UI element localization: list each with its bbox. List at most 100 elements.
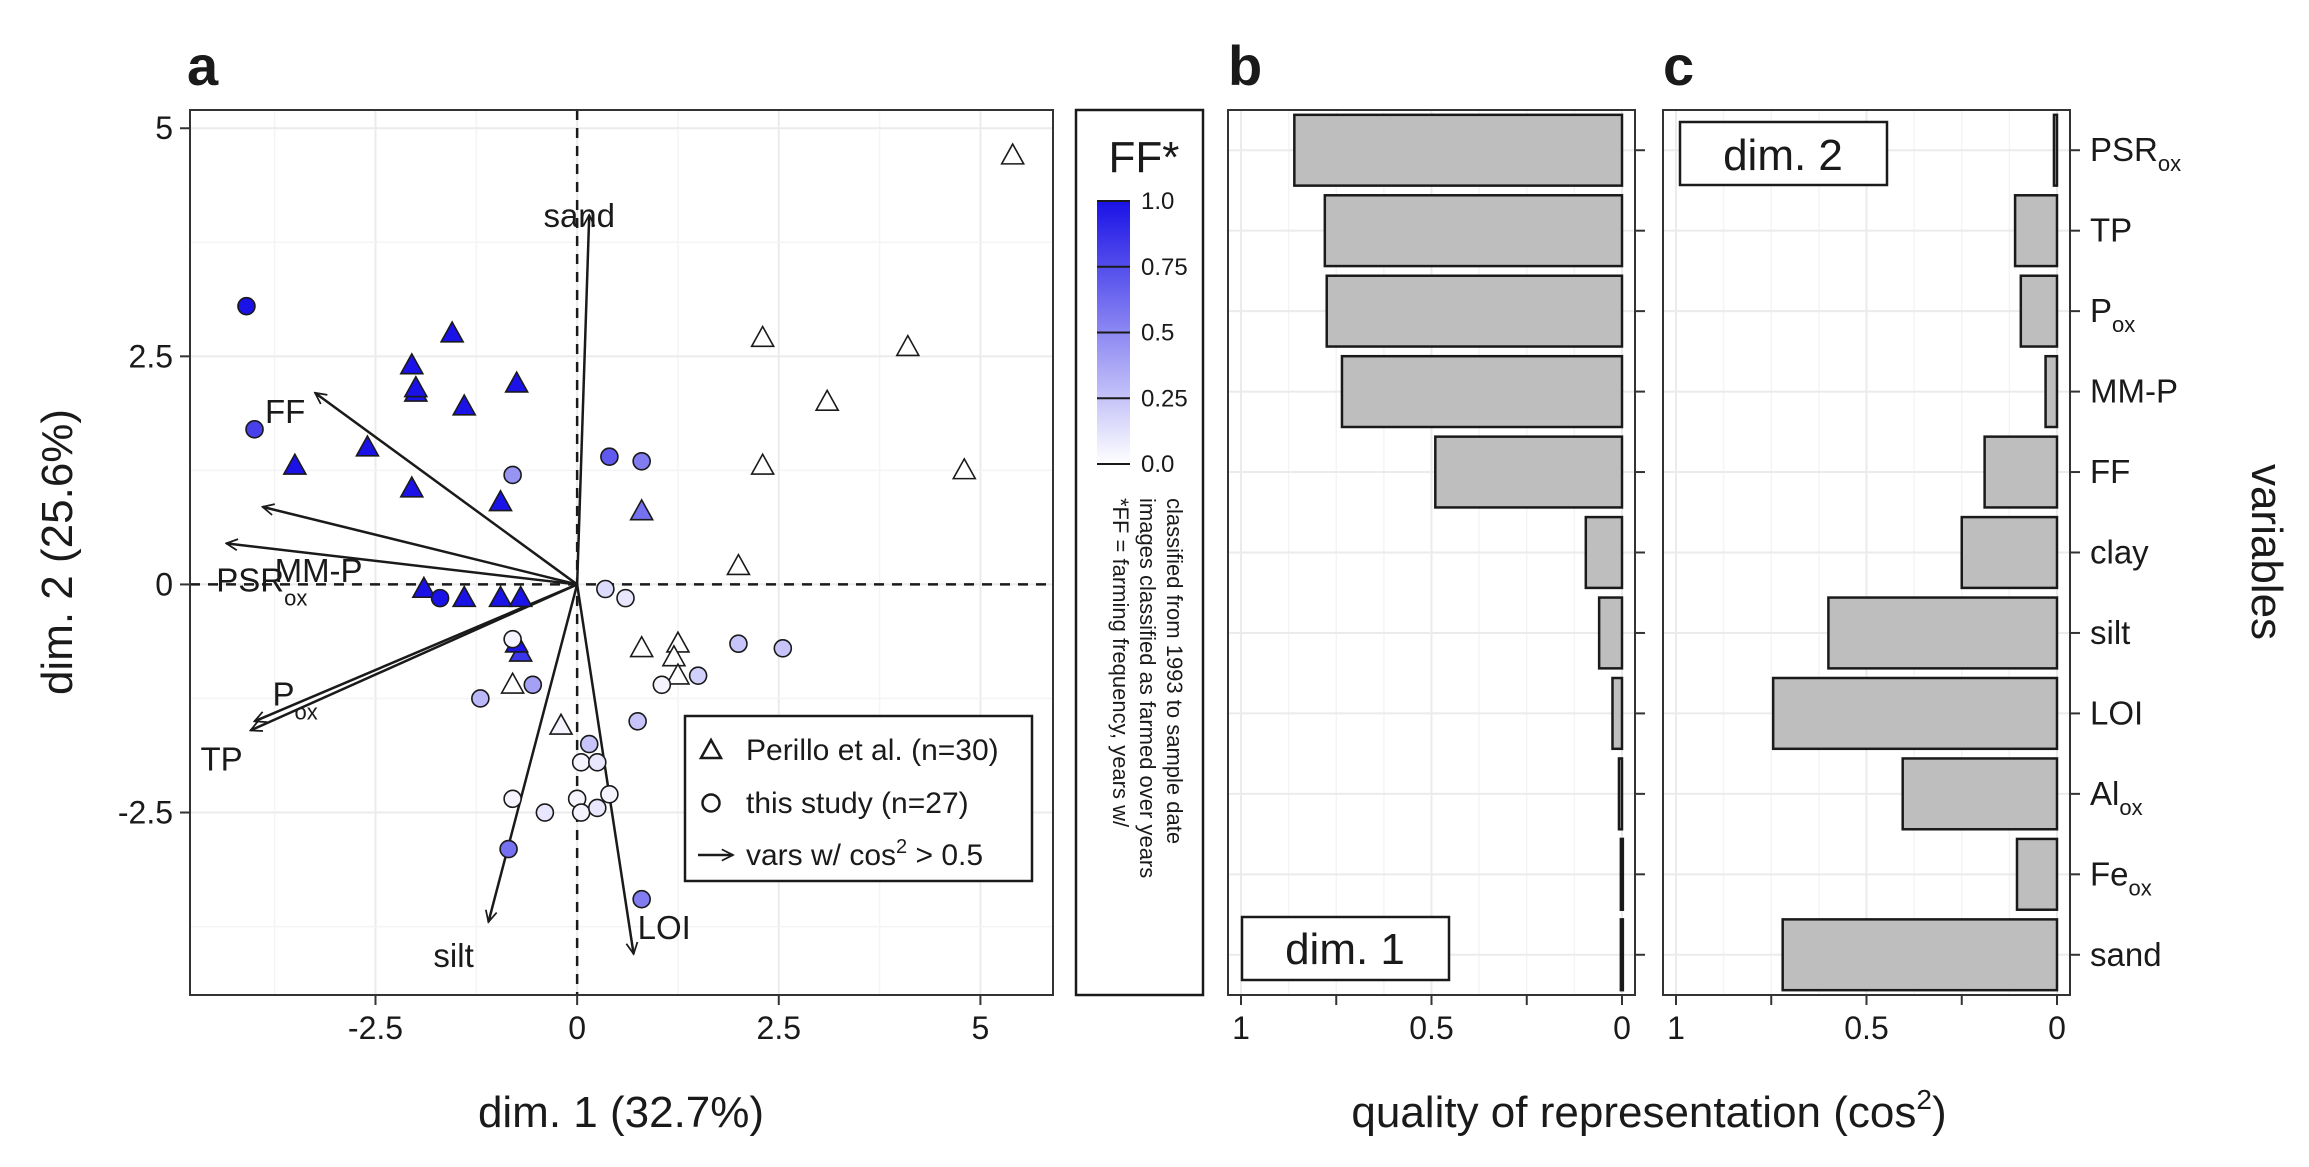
panel-label-a: a — [187, 34, 219, 97]
biplot-x-tick-label: 5 — [972, 1010, 990, 1046]
point-perillo — [439, 320, 465, 343]
point-this-study — [588, 798, 607, 818]
colorbar-tick-label: 0.5 — [1141, 320, 1174, 347]
point-this-study — [237, 296, 256, 316]
legend-label-this-study: this study (n=27) — [746, 787, 969, 820]
point-this-study — [616, 588, 635, 608]
point-this-study — [729, 634, 748, 654]
bar-p_ox — [1325, 274, 1624, 348]
biplot-y-tick-label: -2.5 — [118, 795, 173, 831]
loading-label-p: Pox — [273, 675, 318, 724]
legend-vars-sup: 2 — [896, 836, 907, 858]
point-perillo — [282, 452, 308, 475]
biplot-x-tick-label: -2.5 — [348, 1010, 403, 1046]
variable-label-sub: ox — [2158, 151, 2181, 176]
bar-x-tick-label: 0 — [1613, 1010, 1631, 1046]
variable-label-text: LOI — [2090, 694, 2143, 731]
loading-label-text: FF — [265, 393, 305, 430]
variable-label-text: P — [2090, 292, 2112, 329]
bar-ff — [1983, 435, 2059, 509]
point-this-study — [571, 803, 591, 822]
colorbar-note: *FF = farming frequency, years w/images … — [1108, 498, 1187, 878]
loading-arrows — [226, 215, 633, 954]
bar-ff — [1434, 435, 1624, 509]
loading-label-silt: silt — [433, 937, 473, 974]
point-this-study — [579, 734, 599, 754]
biplot-ticks: -2.5 0 2.5 5 -2.5 0 2.5 5 — [118, 110, 989, 1046]
variable-label-clay: clay — [2090, 534, 2149, 571]
colorbar-note-line: classified from 1993 to sample date — [1162, 498, 1187, 844]
point-this-study — [632, 451, 651, 471]
bar-al_ox — [1901, 757, 2059, 831]
point-this-study — [600, 784, 619, 804]
point-perillo — [508, 584, 534, 608]
dim2-bar-panel: 1 0.5 0 PSRoxTPPoxMM-PFFclaysiltLOIAloxFeo… — [1662, 109, 2291, 1046]
variable-label-text: Al — [2090, 775, 2119, 812]
loading-arrow-mm-p — [263, 507, 578, 586]
bar-clay — [1960, 515, 2059, 590]
point-perillo — [451, 393, 477, 416]
bar-psr_ox — [2052, 113, 2059, 187]
point-perillo — [488, 584, 513, 608]
bar-loi — [1771, 676, 2059, 751]
bar-silt — [1827, 596, 2059, 670]
point-this-study — [503, 465, 522, 485]
biplot-reference-lines — [190, 110, 1053, 995]
loading-label-psr: PSRox — [216, 561, 307, 610]
variable-label-text: sand — [2090, 936, 2162, 973]
point-this-study — [596, 579, 615, 599]
dim2-ticks: 1 0.5 0 — [1667, 149, 2080, 1046]
loading-arrow-ff — [315, 393, 578, 586]
variable-label-tp: TP — [2090, 212, 2132, 249]
variable-label-text: Fe — [2090, 855, 2129, 892]
biplot-x-tick-label: 2.5 — [757, 1010, 801, 1046]
point-perillo — [411, 575, 437, 599]
legend-label-vars: vars w/ cos2 > 0.5 — [746, 836, 983, 872]
loading-arrow-sand — [575, 215, 589, 585]
dim2-label: dim. 2 — [1723, 131, 1843, 180]
point-this-study — [471, 689, 490, 708]
bar-tp — [2013, 194, 2059, 268]
bar-sand — [1619, 918, 1625, 992]
colorbar-tick-label: 0.25 — [1141, 385, 1188, 412]
variable-label-fe: Feox — [2090, 855, 2152, 900]
colorbar-legend: FF* 1.0 0.75 0.5 0.25 0.0 *FF = farming freq… — [1074, 108, 1205, 997]
colorbar-tick-label: 0.75 — [1141, 254, 1188, 281]
point-perillo — [750, 324, 776, 348]
point-this-study — [600, 447, 619, 467]
point-perillo — [355, 434, 380, 457]
variable-label-al: Alox — [2090, 775, 2143, 820]
variables-axis-title: variables — [2242, 464, 2291, 640]
loading-label-text: sand — [543, 197, 615, 234]
variable-label-mm-p: MM-P — [2090, 373, 2178, 410]
bar-x-tick-label: 1 — [1232, 1010, 1250, 1046]
colorbar-ticks: 1.0 0.75 0.5 0.25 0.0 — [1097, 188, 1188, 478]
panel-label-c: c — [1663, 34, 1694, 97]
bar-fe_ox — [1619, 837, 1625, 911]
biplot-y-axis-title: dim. 2 (25.6%) — [33, 409, 82, 695]
variable-label-silt: silt — [2090, 614, 2130, 651]
biplot-x-axis-title: dim. 1 (32.7%) — [478, 1088, 764, 1137]
colorbar-note-line: *FF = farming frequency, years w/ — [1108, 498, 1133, 828]
bar-x-axis-title-sup: 2 — [1916, 1084, 1932, 1115]
loading-arrow-loi — [575, 584, 633, 954]
point-perillo — [726, 552, 751, 576]
dim1-label: dim. 1 — [1285, 925, 1405, 974]
colorbar-note-line: images classified as farmed over years — [1135, 498, 1160, 878]
loading-label-text: P — [273, 675, 295, 712]
point-this-study — [688, 666, 708, 685]
variable-label-ff: FF — [2090, 453, 2130, 490]
bar-psr_ox — [1293, 113, 1624, 187]
dim2-label-box — [1678, 120, 1889, 187]
bar-p_ox — [2019, 274, 2059, 348]
bar-mm-p — [1340, 354, 1624, 429]
point-this-study — [652, 675, 672, 695]
loading-label-sub: ox — [295, 699, 318, 724]
point-perillo — [399, 475, 425, 498]
legend-vars-text: vars w/ cos — [746, 839, 896, 872]
variable-label-text: FF — [2090, 453, 2130, 490]
bar-tp — [1323, 194, 1624, 268]
loading-arrow-tp — [250, 583, 578, 730]
